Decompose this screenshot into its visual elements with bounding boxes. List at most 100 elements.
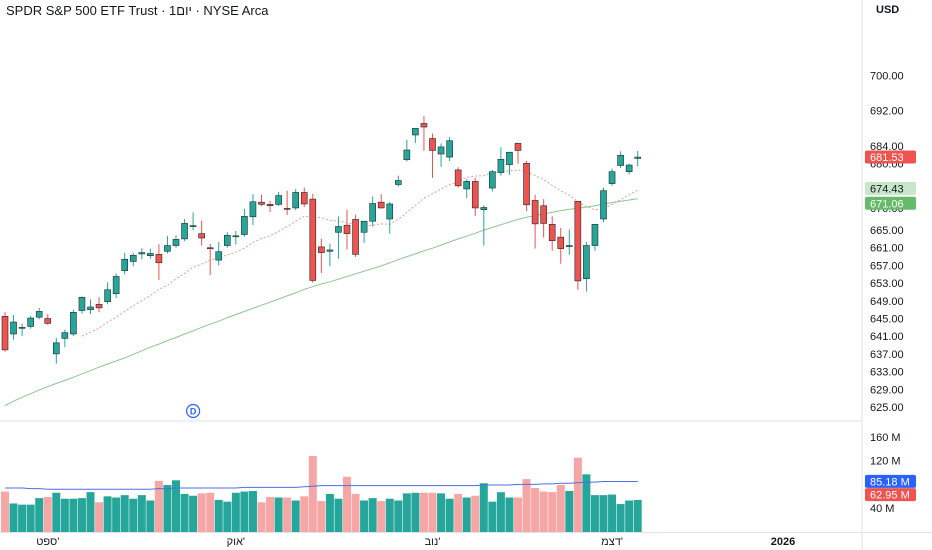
candle-body <box>548 224 556 241</box>
candle-body <box>300 192 308 205</box>
candle-body <box>78 296 86 311</box>
candle-body <box>249 201 257 218</box>
candle <box>292 188 300 211</box>
axis-layer: 700.00692.00684.00680.00670.00665.00661.… <box>36 70 903 548</box>
candle <box>283 190 291 216</box>
candle <box>540 199 547 238</box>
volume-bar <box>77 498 86 532</box>
time-tick-label: ספט' <box>36 536 59 548</box>
volume-bar <box>35 498 44 532</box>
candle <box>591 224 599 251</box>
volume-bar <box>223 501 232 532</box>
candle <box>189 212 197 231</box>
candle-body <box>360 220 368 233</box>
candle-body <box>155 254 163 264</box>
volume-bar <box>411 492 420 532</box>
candle-body <box>531 200 539 225</box>
volume-bar <box>112 497 121 532</box>
candle <box>232 230 240 245</box>
candle <box>446 137 453 162</box>
candle <box>129 252 137 267</box>
currency-label[interactable]: USD <box>876 4 900 16</box>
candle <box>35 307 43 320</box>
volume-bar <box>197 493 206 532</box>
last-value-badges: 681.53 674.43 671.06 85.18 M 62.95 M <box>865 150 916 502</box>
ma-fast-line <box>81 169 638 337</box>
candle <box>326 243 334 267</box>
candle <box>300 187 308 208</box>
candle <box>44 314 52 325</box>
candle-body <box>292 192 300 209</box>
last-value-badge: 671.06 <box>865 196 916 210</box>
candle <box>181 219 188 242</box>
candle-body <box>10 321 17 335</box>
candle-body <box>283 208 291 210</box>
volume-bar <box>454 493 463 532</box>
candle <box>412 128 419 143</box>
candle-body <box>471 181 479 209</box>
volume-bar <box>206 492 215 532</box>
chart-title: SPDR S&P 500 ETF Trust · 1יום · NYSE Arc… <box>6 3 269 18</box>
candle-body <box>61 332 69 339</box>
candle-body <box>189 225 197 227</box>
candle <box>625 163 633 175</box>
candle-body <box>463 181 471 190</box>
candle <box>360 220 368 243</box>
candle-body <box>429 138 436 151</box>
candle-body <box>112 276 120 295</box>
candle-body <box>129 254 137 262</box>
volume-bar <box>214 499 223 532</box>
candle <box>266 200 274 212</box>
candle <box>557 227 565 264</box>
candle <box>112 273 120 299</box>
candle-body <box>437 146 445 155</box>
candle <box>437 143 445 167</box>
candle <box>352 214 359 258</box>
candle-body <box>35 311 43 318</box>
badge-text: 674.43 <box>870 183 904 195</box>
candle-body <box>258 201 265 205</box>
volume-bar <box>590 495 599 532</box>
candle-body <box>52 342 60 355</box>
candle <box>429 133 436 178</box>
candle <box>548 216 556 251</box>
badge-bg <box>865 150 916 164</box>
candle-body <box>446 140 453 158</box>
candles-layer <box>1 115 642 364</box>
volume-bar <box>300 496 309 532</box>
volume-bar <box>556 485 565 532</box>
volume-bar <box>599 495 608 532</box>
volume-bar <box>291 500 300 532</box>
time-tick-label: אוק' <box>227 536 245 548</box>
candle-body <box>386 203 394 220</box>
candle-body <box>215 251 223 261</box>
volume-bar <box>137 495 146 532</box>
dividend-marker-label: D <box>190 407 197 417</box>
volume-bar <box>471 495 480 532</box>
badge-text: 671.06 <box>870 198 904 210</box>
candle-body <box>138 252 146 255</box>
candle <box>10 314 17 340</box>
price-tick-label: 641.00 <box>870 331 904 343</box>
candle <box>258 194 265 207</box>
price-tick-label: 649.00 <box>870 296 904 308</box>
volume-bar <box>428 492 437 532</box>
volume-bar <box>172 480 180 532</box>
volume-bar <box>95 502 104 532</box>
price-tick-label: 625.00 <box>870 402 904 414</box>
candle <box>164 235 171 254</box>
candle-body <box>18 327 26 329</box>
candle-body <box>95 304 103 309</box>
candle-body <box>241 216 248 235</box>
volume-bar <box>539 491 548 532</box>
candle <box>95 297 103 313</box>
time-tick-label: דצמ' <box>601 536 623 548</box>
price-tick-label: 637.00 <box>870 349 904 361</box>
volume-bar <box>103 496 112 532</box>
volume-bar <box>180 493 189 532</box>
volume-bar <box>18 504 27 532</box>
candle <box>531 194 539 249</box>
volume-bar <box>351 493 360 532</box>
candle-body <box>44 318 52 324</box>
